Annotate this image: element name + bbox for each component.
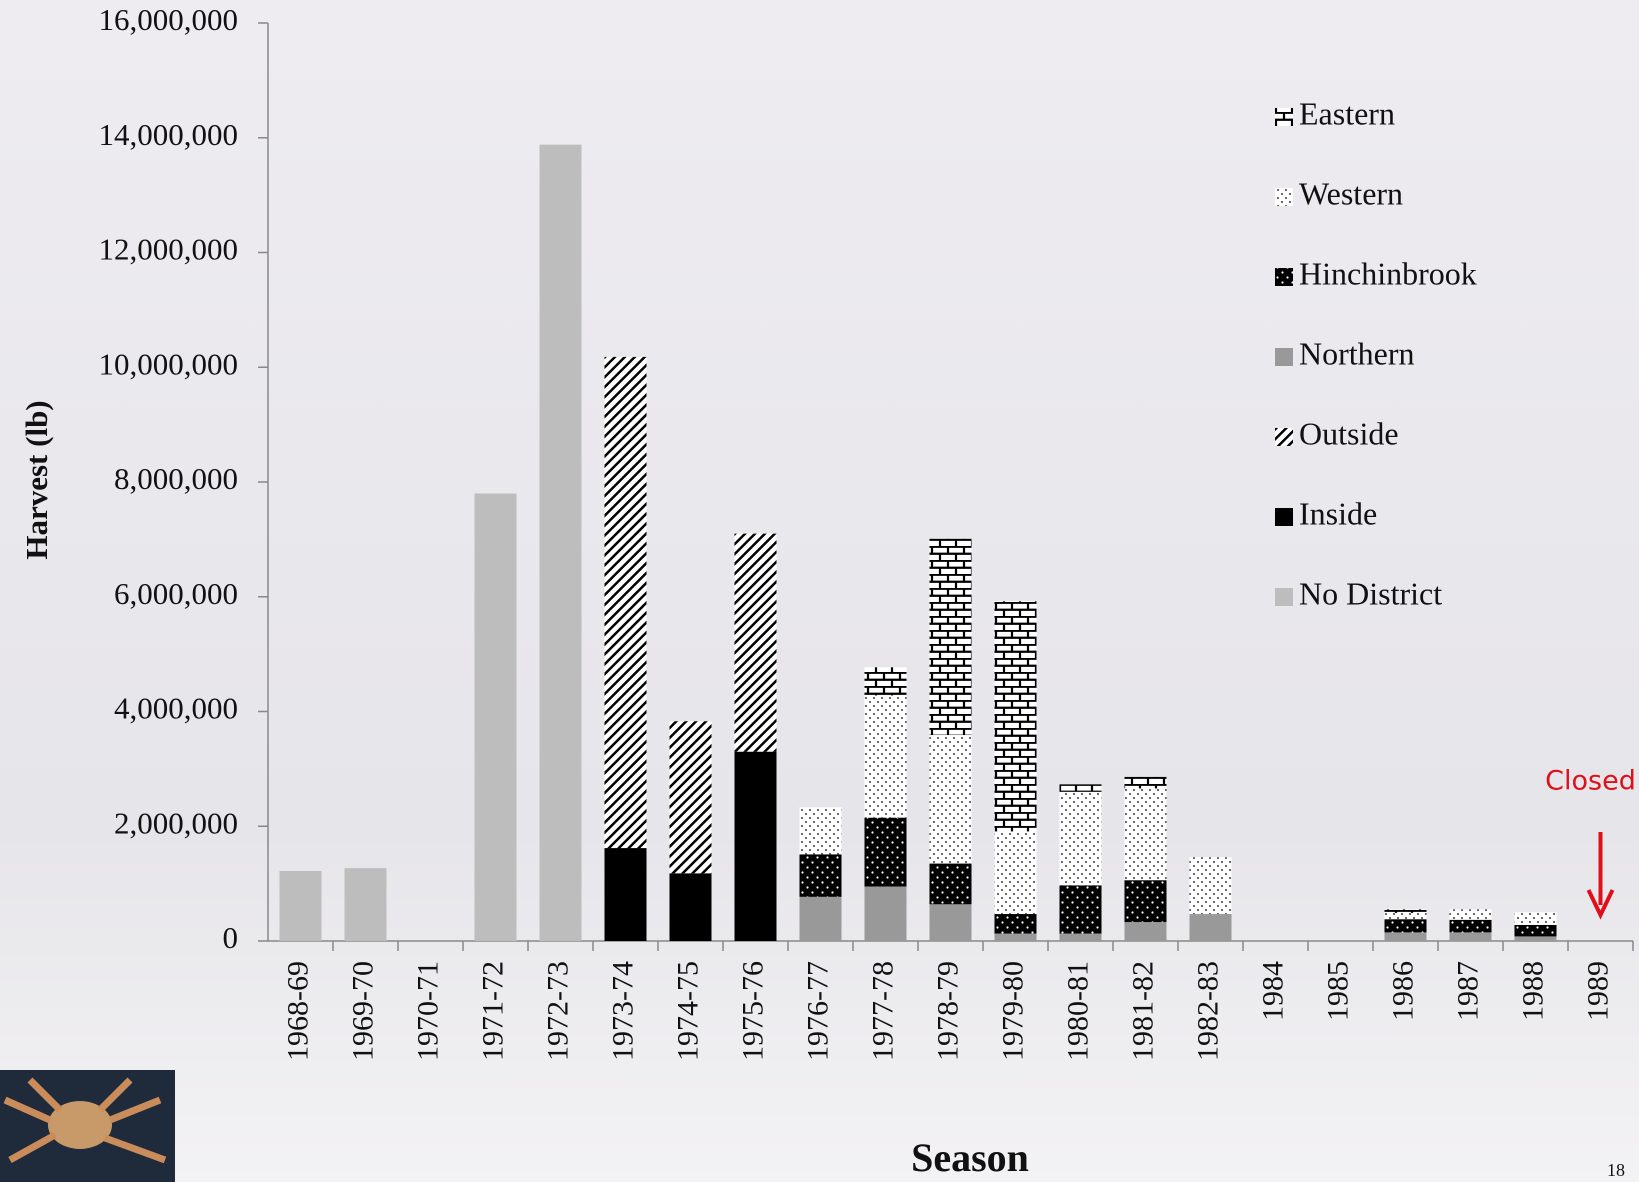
bar-segment: [994, 933, 1037, 941]
bar-segment: [1124, 788, 1167, 881]
bar-segment: [734, 751, 777, 941]
bar-segment: [344, 868, 387, 941]
y-tick-label: 0: [223, 920, 239, 955]
y-axis-title: Harvest (lb): [19, 400, 54, 559]
legend-swatch: [1275, 588, 1293, 606]
y-tick-label: 10,000,000: [99, 346, 239, 381]
x-tick-label: 1986: [1386, 961, 1419, 1021]
bar-segment: [1449, 932, 1492, 941]
bar-segment: [864, 695, 907, 818]
x-tick-label: 1978-79: [931, 961, 964, 1061]
bar-segment: [539, 144, 582, 941]
x-tick-label: 1974-75: [671, 961, 704, 1061]
bar-segment: [799, 807, 842, 855]
bar-segment: [1449, 909, 1492, 920]
bar-segment: [1189, 914, 1232, 941]
annotation: Closed: [1545, 766, 1636, 797]
bar-segment: [1514, 912, 1557, 925]
bar-segment: [864, 667, 907, 696]
x-tick-label: 1980-81: [1061, 961, 1094, 1061]
bar-segment: [1059, 791, 1102, 886]
bar-segment: [1059, 933, 1102, 941]
bar-segment: [929, 538, 972, 736]
bar-segment: [929, 904, 972, 941]
legend-label: No District: [1299, 575, 1442, 611]
bar-segment: [604, 848, 647, 941]
bar-segment: [1124, 922, 1167, 941]
x-tick-label: 1988: [1516, 961, 1549, 1021]
y-tick-label: 2,000,000: [114, 805, 238, 840]
bar-segment: [929, 863, 972, 905]
legend-label: Western: [1299, 175, 1403, 211]
bar-segment: [669, 873, 712, 941]
bar-segment: [1124, 880, 1167, 923]
bar-segment: [994, 601, 1037, 832]
legend-label: Hinchinbrook: [1299, 255, 1477, 291]
bar-segment: [279, 871, 322, 941]
bar-segment: [929, 735, 972, 864]
x-axis-title: Season: [911, 1135, 1029, 1180]
x-tick-label: 1984: [1256, 961, 1289, 1021]
legend-swatch: [1275, 348, 1293, 366]
legend-swatch: [1275, 268, 1293, 286]
x-tick-label: 1971-72: [476, 961, 509, 1061]
bar-segment: [1189, 857, 1232, 915]
bar-segment: [1449, 919, 1492, 933]
annotation-arrow-head: [1586, 889, 1615, 920]
x-tick-label: 1987: [1451, 961, 1484, 1021]
legend-swatch: [1275, 508, 1293, 526]
x-tick-label: 1975-76: [736, 961, 769, 1061]
legend-label: Northern: [1299, 335, 1415, 371]
y-tick-label: 6,000,000: [114, 576, 238, 611]
bar-segment: [474, 493, 517, 941]
x-tick-label: 1985: [1321, 961, 1354, 1021]
bar-segment: [994, 831, 1037, 915]
x-tick-label: 1989: [1581, 961, 1614, 1021]
legend-swatch: [1275, 188, 1293, 206]
bar-segment: [799, 896, 842, 941]
x-tick-label: 1981-82: [1126, 961, 1159, 1061]
x-tick-label: 1976-77: [801, 961, 834, 1061]
bar-segment: [1124, 776, 1167, 789]
legend-label: Eastern: [1299, 95, 1395, 131]
x-tick-label: 1973-74: [606, 961, 639, 1061]
x-tick-label: 1970-71: [411, 961, 444, 1061]
bar-segment: [1514, 924, 1557, 937]
bar-segment: [864, 817, 907, 887]
bar-segment: [1514, 936, 1557, 941]
bar-segment: [1059, 885, 1102, 934]
bar-segment: [864, 886, 907, 941]
x-tick-label: 1968-69: [281, 961, 314, 1061]
x-tick-label: 1979-80: [996, 961, 1029, 1061]
bar-segment: [1384, 932, 1427, 941]
bar-segment: [604, 356, 647, 849]
bar-segment: [799, 854, 842, 897]
y-tick-label: 4,000,000: [114, 691, 238, 726]
legend-label: Inside: [1299, 495, 1377, 531]
bar-segment: [994, 914, 1037, 934]
x-tick-label: 1969-70: [346, 961, 379, 1061]
bar-segment: [1059, 784, 1102, 792]
bar-segment: [734, 533, 777, 752]
y-tick-label: 8,000,000: [114, 461, 238, 496]
crab-photo: [0, 1070, 175, 1182]
bar-segment: [669, 721, 712, 874]
page-number: 18: [1607, 1160, 1625, 1180]
legend-swatch: [1275, 108, 1293, 126]
y-tick-label: 12,000,000: [99, 232, 239, 267]
y-tick-label: 14,000,000: [99, 117, 239, 152]
legend-label: Outside: [1299, 415, 1399, 451]
x-tick-label: 1982-83: [1191, 961, 1224, 1061]
bar-segment: [1384, 919, 1427, 933]
x-tick-label: 1972-73: [541, 961, 574, 1061]
bar-segment: [1384, 912, 1427, 920]
x-tick-label: 1977-78: [866, 961, 899, 1061]
legend-swatch: [1275, 428, 1293, 446]
y-tick-label: 16,000,000: [99, 2, 239, 37]
bar-segment: [1384, 909, 1427, 913]
